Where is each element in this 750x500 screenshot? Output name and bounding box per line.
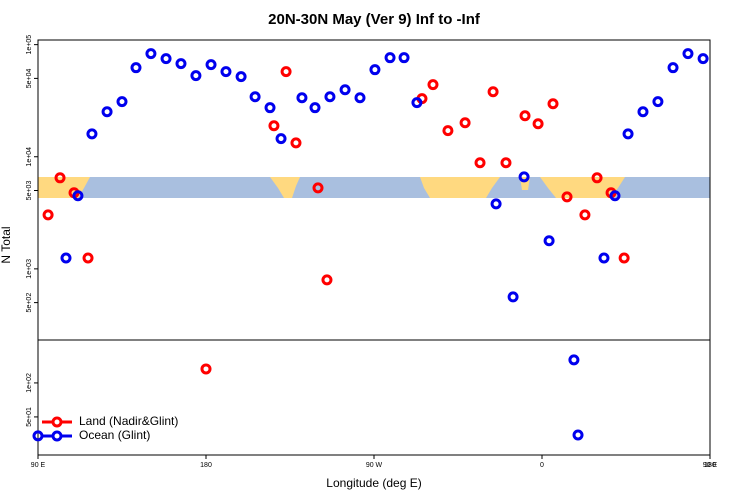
y-tick-label: 1e+05	[26, 35, 33, 55]
point	[354, 92, 366, 104]
point	[561, 191, 573, 203]
point	[290, 137, 302, 149]
point	[591, 172, 603, 184]
point	[116, 96, 128, 108]
x-tick-label: 180	[200, 462, 212, 469]
point	[568, 354, 580, 366]
x-tick-label: 90 E	[703, 462, 718, 469]
point	[532, 118, 544, 130]
point	[490, 198, 502, 210]
point	[543, 235, 555, 247]
point	[268, 120, 280, 132]
point	[518, 171, 530, 183]
point	[280, 66, 292, 78]
point	[101, 106, 113, 118]
point	[130, 62, 142, 74]
point	[667, 62, 679, 74]
y-tick-label: 1e+04	[26, 147, 33, 167]
point	[72, 190, 84, 202]
point	[220, 66, 232, 78]
point	[384, 52, 396, 64]
legend-label: Land (Nadir&Glint)	[79, 414, 178, 428]
point	[339, 84, 351, 96]
point	[145, 48, 157, 60]
point	[175, 58, 187, 70]
y-tick-label: 5e+01	[26, 407, 33, 427]
point	[442, 125, 454, 137]
point	[697, 53, 709, 65]
point	[205, 59, 217, 71]
point	[42, 209, 54, 221]
point	[82, 252, 94, 264]
point	[519, 110, 531, 122]
point	[312, 182, 324, 194]
legend-marker	[51, 430, 63, 442]
y-tick-label: 1e+02	[26, 373, 33, 393]
point	[160, 53, 172, 65]
x-axis-label: Longitude (deg E)	[326, 476, 421, 490]
point	[507, 291, 519, 303]
point	[296, 92, 308, 104]
point	[609, 190, 621, 202]
point	[622, 128, 634, 140]
y-tick-label: 1e+03	[26, 259, 33, 279]
point	[579, 209, 591, 221]
chart-title: 20N-30N May (Ver 9) Inf to -Inf	[268, 11, 481, 28]
point	[264, 102, 276, 114]
point	[459, 117, 471, 129]
point	[190, 70, 202, 82]
x-tick-label: 0	[540, 462, 544, 469]
point	[249, 91, 261, 103]
point	[547, 98, 559, 110]
legend-marker	[51, 416, 63, 428]
legend-label: Ocean (Glint)	[79, 428, 150, 442]
y-tick-label: 5e+03	[26, 181, 33, 201]
point	[598, 252, 610, 264]
point	[309, 102, 321, 114]
x-tick-label: 90 E	[31, 462, 46, 469]
point	[572, 429, 584, 441]
point	[200, 363, 212, 375]
point	[235, 71, 247, 83]
point	[682, 48, 694, 60]
point	[275, 133, 287, 145]
point	[321, 274, 333, 286]
point	[60, 252, 72, 264]
point	[487, 86, 499, 98]
point	[86, 128, 98, 140]
point	[427, 79, 439, 91]
point	[618, 252, 630, 264]
point	[324, 91, 336, 103]
point	[398, 52, 410, 64]
x-tick-label: 180	[704, 462, 716, 469]
point	[500, 157, 512, 169]
y-axis-label: N Total	[0, 226, 13, 263]
y-tick-label: 5e+02	[26, 293, 33, 313]
point	[652, 96, 664, 108]
y-tick-label: 5e+04	[26, 68, 33, 88]
point	[474, 157, 486, 169]
point	[411, 97, 423, 109]
x-tick-label: 90 W	[366, 462, 383, 469]
point	[54, 172, 66, 184]
map-strip	[38, 177, 710, 198]
point	[369, 64, 381, 76]
point	[637, 106, 649, 118]
